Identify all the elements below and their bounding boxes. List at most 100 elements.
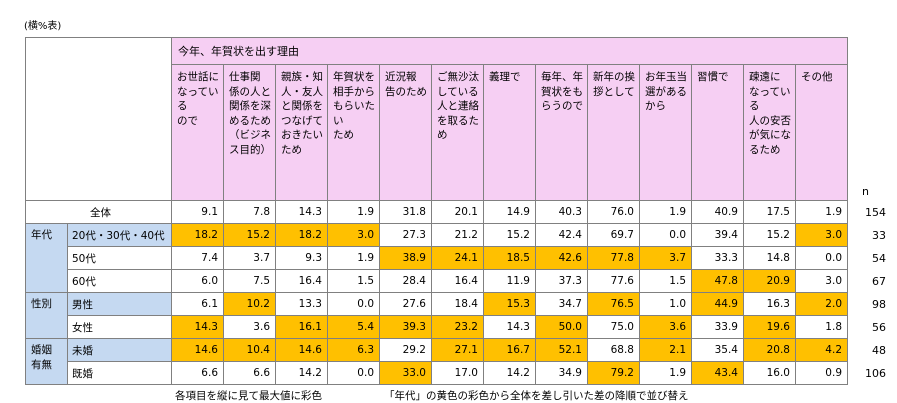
table-cell: 1.9 bbox=[639, 200, 692, 224]
table-cell: 3.7 bbox=[639, 246, 692, 270]
table-cell: 27.3 bbox=[379, 223, 432, 247]
row-label: 既婚 bbox=[67, 361, 172, 385]
column-header: その他 bbox=[795, 64, 848, 201]
n-value: 67 bbox=[872, 274, 886, 288]
table-cell: 69.7 bbox=[587, 223, 640, 247]
table-cell: 10.2 bbox=[223, 292, 276, 316]
table-cell: 1.8 bbox=[795, 315, 848, 339]
table-cell: 16.4 bbox=[431, 269, 484, 293]
table-row: 50代 7.4 3.7 9.3 1.9 38.9 24.1 18.5 42.6 77.8 3.7 33… bbox=[26, 246, 848, 270]
table-cell: 14.2 bbox=[483, 361, 536, 385]
column-header: ご無沙汰 している 人と連絡 を取るため bbox=[431, 64, 484, 201]
table-row: 60代 6.0 7.5 16.4 1.5 28.4 16.4 11.9 37.3 77.6 1.5 4… bbox=[26, 269, 848, 293]
table-cell: 1.9 bbox=[327, 200, 380, 224]
table-cell: 14.6 bbox=[171, 338, 224, 362]
table-cell: 18.4 bbox=[431, 292, 484, 316]
table-cell: 1.5 bbox=[639, 269, 692, 293]
table-cell: 47.8 bbox=[691, 269, 744, 293]
table-cell: 3.6 bbox=[639, 315, 692, 339]
table-cell: 6.1 bbox=[171, 292, 224, 316]
table-cell: 16.4 bbox=[275, 269, 328, 293]
group-label-line: 婚姻 bbox=[31, 344, 52, 356]
column-header-line: 人の安否 bbox=[749, 114, 791, 127]
table-cell: 76.0 bbox=[587, 200, 640, 224]
table-cell: 42.4 bbox=[535, 223, 588, 247]
table-cell: 6.3 bbox=[327, 338, 380, 362]
column-header-line: 係の人と bbox=[229, 85, 271, 98]
table-cell: 44.9 bbox=[691, 292, 744, 316]
table-cell: 33.0 bbox=[379, 361, 432, 385]
table-cell: 77.8 bbox=[587, 246, 640, 270]
table-cell: 7.4 bbox=[171, 246, 224, 270]
column-header-line: ご無沙汰 bbox=[437, 71, 479, 83]
table-cell: 28.4 bbox=[379, 269, 432, 293]
column-header-line: ので bbox=[177, 114, 198, 127]
column-header-line: 関係を深 bbox=[229, 100, 271, 113]
table-cell: 20.9 bbox=[743, 269, 796, 293]
table-cell: 0.0 bbox=[639, 223, 692, 247]
row-label: 全体 bbox=[25, 200, 172, 224]
group-label-line: 有無 bbox=[31, 359, 52, 371]
table-cell: 14.8 bbox=[743, 246, 796, 270]
table-cell: 6.0 bbox=[171, 269, 224, 293]
column-header-line: している bbox=[437, 85, 479, 98]
table-cell: 3.0 bbox=[327, 223, 380, 247]
n-value: 154 bbox=[865, 205, 886, 219]
column-header: 年賀状を 相手から もらいたい ため bbox=[327, 64, 380, 201]
column-header-line: なっている bbox=[749, 85, 791, 113]
table-cell: 27.1 bbox=[431, 338, 484, 362]
table-cell: 1.9 bbox=[639, 361, 692, 385]
table-cell: 35.4 bbox=[691, 338, 744, 362]
column-header-line: が気にな bbox=[749, 129, 791, 142]
column-header-line: 毎年、年 bbox=[541, 71, 583, 83]
table-cell: 77.6 bbox=[587, 269, 640, 293]
table-title: 今年、年賀状を出す理由 bbox=[171, 37, 848, 65]
row-label: 50代 bbox=[67, 246, 172, 270]
n-value: 48 bbox=[872, 343, 886, 357]
row-label: 60代 bbox=[67, 269, 172, 293]
table-cell: 20.8 bbox=[743, 338, 796, 362]
table-cell: 24.1 bbox=[431, 246, 484, 270]
table-cell: 1.5 bbox=[327, 269, 380, 293]
table-row: 婚姻 有無 未婚 14.6 10.4 14.6 6.3 29.2 27.1 16.7 52.1 68.… bbox=[25, 338, 848, 385]
column-header-line: と関係を bbox=[281, 100, 323, 113]
column-header-line: 人・友人 bbox=[281, 85, 323, 98]
table-cell: 39.3 bbox=[379, 315, 432, 339]
table-cell: 39.4 bbox=[691, 223, 744, 247]
table-cell: 14.3 bbox=[275, 200, 328, 224]
column-header-line: 新年の挨 bbox=[593, 71, 635, 83]
table-cell: 3.0 bbox=[795, 269, 848, 293]
table-cell: 79.2 bbox=[587, 361, 640, 385]
column-header: 義理で bbox=[483, 64, 536, 201]
column-header-line: 賀状をも bbox=[541, 85, 583, 98]
column-header: 親族・知 人・友人 と関係を つなげて おきたい ため bbox=[275, 64, 328, 201]
table-cell: 34.7 bbox=[535, 292, 588, 316]
table-cell: 75.0 bbox=[587, 315, 640, 339]
table-cell: 3.0 bbox=[795, 223, 848, 247]
table-cell: 40.3 bbox=[535, 200, 588, 224]
column-header-line: 仕事関 bbox=[229, 71, 261, 83]
column-header-line: 相手から bbox=[333, 85, 375, 98]
table-cell: 18.2 bbox=[275, 223, 328, 247]
table-cell: 20.1 bbox=[431, 200, 484, 224]
table-cell: 15.2 bbox=[743, 223, 796, 247]
column-header-line: 疎遠に bbox=[749, 71, 781, 83]
table-cell: 68.8 bbox=[587, 338, 640, 362]
table-cell: 4.2 bbox=[795, 338, 848, 362]
table-cell: 14.9 bbox=[483, 200, 536, 224]
column-header: お年玉当 選がある から bbox=[639, 64, 692, 201]
table-cell: 16.3 bbox=[743, 292, 796, 316]
column-header-line: 年賀状を bbox=[333, 71, 375, 83]
table-cell: 19.6 bbox=[743, 315, 796, 339]
table-cell: 14.3 bbox=[171, 315, 224, 339]
table-cell: 14.3 bbox=[483, 315, 536, 339]
table-cell: 13.3 bbox=[275, 292, 328, 316]
table-row: 年代 20代・30代・40代 18.2 15.2 18.2 3.0 27.3 21.2 15.2… bbox=[25, 223, 848, 293]
table-cell: 0.0 bbox=[327, 361, 380, 385]
table-cell: 21.2 bbox=[431, 223, 484, 247]
table-cell: 3.6 bbox=[223, 315, 276, 339]
table-cell: 27.6 bbox=[379, 292, 432, 316]
n-value: 33 bbox=[872, 228, 886, 242]
table-cell: 14.2 bbox=[275, 361, 328, 385]
group-label: 婚姻 有無 bbox=[25, 338, 68, 385]
